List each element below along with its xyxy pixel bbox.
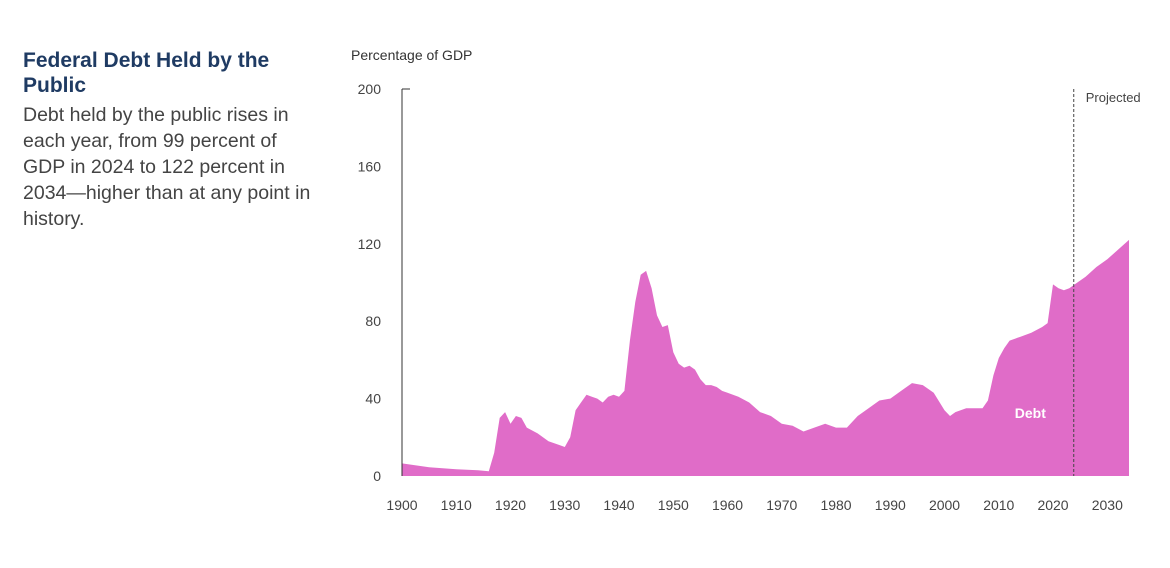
x-tick-label: 2020 [1037,497,1068,513]
x-tick-label: 1980 [820,497,851,513]
y-ticks: 0 40 80 120 160 200 [358,81,410,484]
y-tick-label: 80 [365,313,381,329]
y-tick-label: 0 [373,468,381,484]
y-tick-label: 40 [365,391,381,407]
x-tick-label: 1930 [549,497,580,513]
x-ticks: 1900 1910 1920 1930 1940 1950 1960 1970 1980 1990… [386,497,1123,513]
projection-label: Projected [1086,90,1141,105]
x-tick-label: 1920 [495,497,526,513]
sidebar-description: Debt held by the public rises in each ye… [23,104,311,230]
x-tick-label: 2000 [929,497,960,513]
x-tick-label: 2010 [983,497,1014,513]
sidebar: Federal Debt Held by the Public Debt hel… [23,48,313,232]
y-tick-label: 120 [358,236,382,252]
debt-area [402,239,1129,476]
x-tick-label: 1960 [712,497,743,513]
x-tick-label: 1990 [875,497,906,513]
x-tick-label: 1970 [766,497,797,513]
x-tick-label: 1900 [386,497,417,513]
debt-series-label: Debt [1015,405,1046,421]
y-axis-label: Percentage of GDP [351,47,472,63]
x-tick-label: 1950 [658,497,689,513]
x-tick-label: 2030 [1092,497,1123,513]
x-tick-label: 1910 [441,497,472,513]
y-tick-label: 160 [358,158,382,174]
y-tick-label: 200 [358,81,382,97]
x-tick-label: 1940 [603,497,634,513]
sidebar-title: Federal Debt Held by the Public [23,49,270,97]
